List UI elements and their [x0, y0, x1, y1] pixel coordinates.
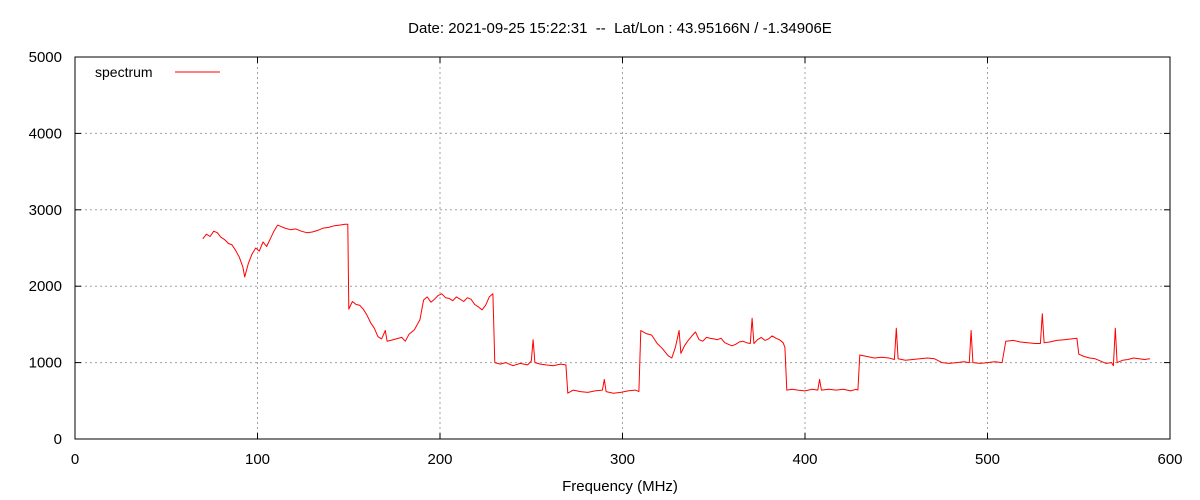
x-axis-label: Frequency (MHz) — [562, 478, 678, 495]
y-tick-label: 3000 — [29, 202, 62, 219]
legend: spectrum — [95, 64, 220, 80]
x-tick-label: 400 — [792, 451, 817, 468]
legend-label: spectrum — [95, 64, 153, 80]
y-tick-label: 4000 — [29, 125, 62, 142]
grid-lines — [75, 57, 1170, 439]
x-tick-label: 500 — [975, 451, 1000, 468]
series-layer — [202, 223, 1150, 394]
y-tick-label: 0 — [54, 431, 62, 448]
y-tick-label: 5000 — [29, 49, 62, 66]
chart-title: Date: 2021-09-25 15:22:31 -- Lat/Lon : 4… — [408, 20, 832, 37]
y-tick-label: 2000 — [29, 278, 62, 295]
x-tick-label: 300 — [610, 451, 635, 468]
x-tick-label: 100 — [245, 451, 270, 468]
x-tick-label: 200 — [427, 451, 452, 468]
axis-ticks: 0 100 200 300 400 500 600 0 1000 2000 3000 4000 5000 — [29, 49, 1183, 468]
x-tick-label: 0 — [71, 451, 79, 468]
series-line-spectrum — [202, 223, 1150, 394]
y-tick-label: 1000 — [29, 355, 62, 372]
x-tick-label: 600 — [1157, 451, 1182, 468]
